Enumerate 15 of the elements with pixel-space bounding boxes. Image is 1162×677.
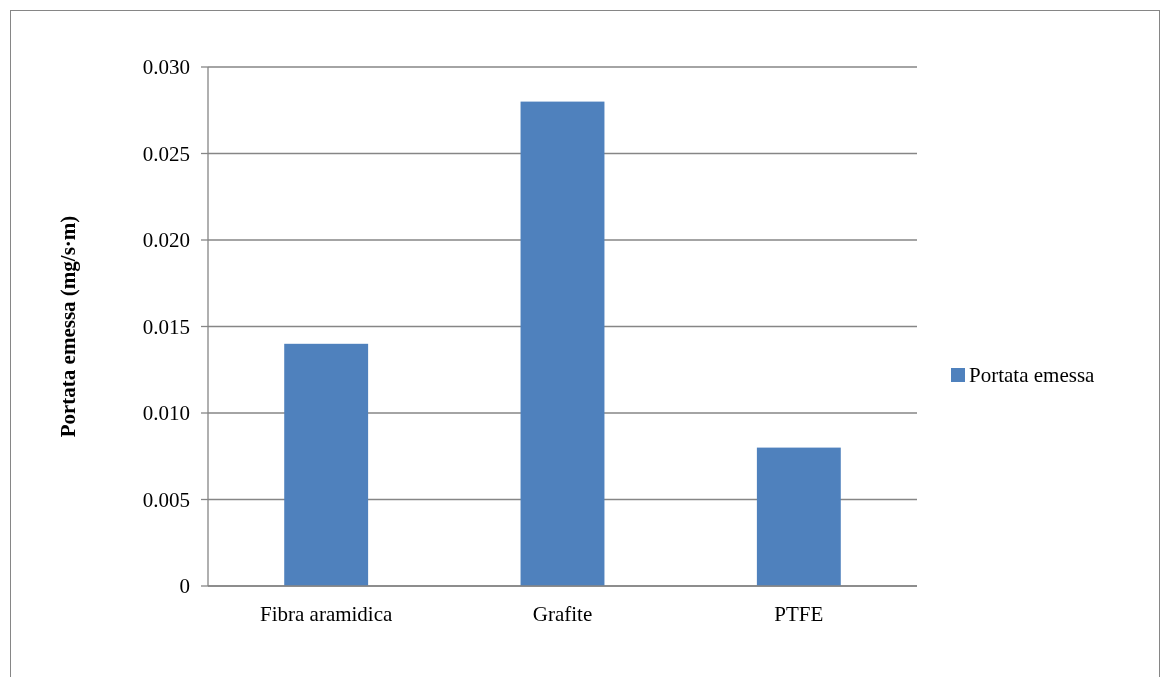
y-tick-label: 0.005 [142,487,190,512]
y-tick-label: 0.010 [142,401,190,426]
x-tick-label: Grafite [532,602,593,626]
y-tick-label: 0.015 [142,314,190,339]
x-tick-label: PTFE [774,602,824,626]
y-tick-label: 0.020 [142,228,190,253]
bar [756,447,841,586]
bar [520,101,605,586]
y-tick-label: 0.030 [142,55,190,80]
y-tick-label: 0 [179,574,190,599]
legend-label: Portata emessa [969,363,1096,387]
y-axis-title: Portata emessa (mg/s·m) [56,215,80,438]
y-tick-label: 0.025 [142,141,190,166]
bar [284,343,369,586]
x-tick-label: Fibra aramidica [259,602,394,626]
